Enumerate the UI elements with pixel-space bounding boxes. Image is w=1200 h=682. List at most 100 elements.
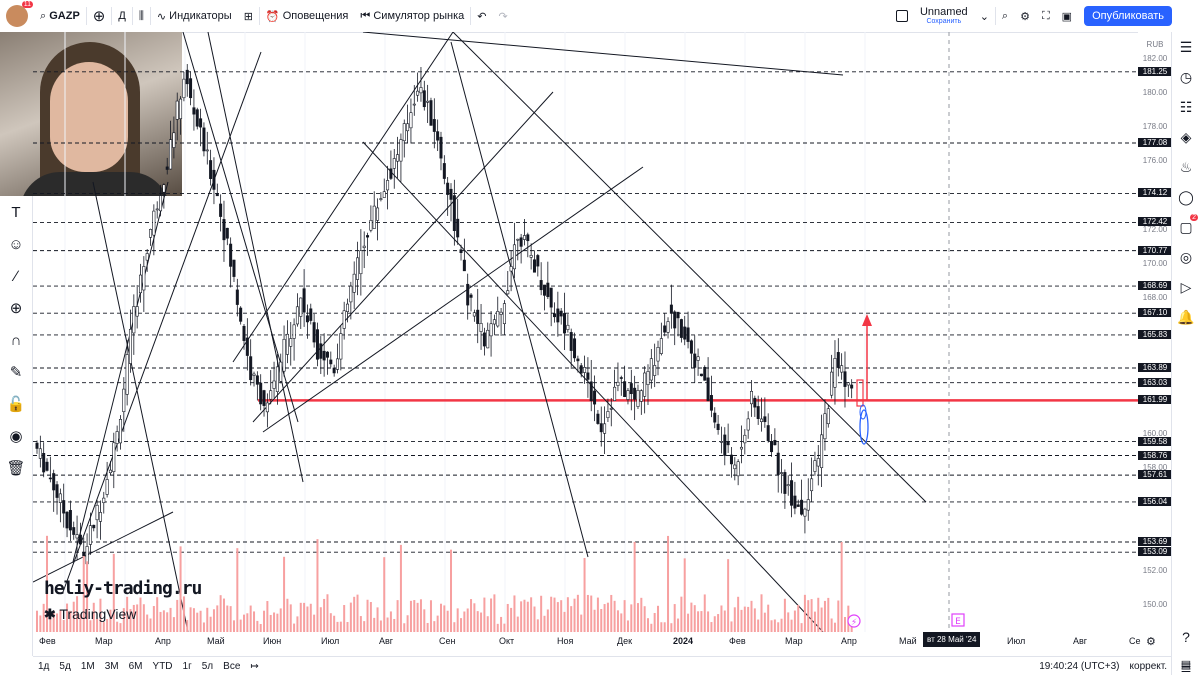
candle-body [269, 390, 273, 400]
layouts-button[interactable]: ⊞ [238, 0, 259, 32]
alerts-panel-button[interactable]: ◷ [1172, 62, 1200, 92]
ruler-tool[interactable]: ∕ [0, 260, 32, 292]
candle-body [506, 290, 510, 295]
symbol-search[interactable]: ⌕ GAZP [34, 0, 86, 32]
user-avatar[interactable]: 11 [6, 1, 33, 27]
indicators-label: Индикаторы [169, 10, 232, 22]
events-markers[interactable]: ⚡ E [847, 613, 965, 628]
streams-button[interactable]: ◎ [1172, 242, 1200, 272]
time-axis[interactable]: вт 28 Май '24 Фев Мар Апр Май Июн Июл Авг Сен Ок… [33, 632, 1141, 652]
volume-bar [633, 541, 636, 632]
layout-name-button[interactable]: Unnamed Сохранить [914, 0, 974, 32]
layout-menu-button[interactable]: ⌄ [974, 0, 995, 32]
zoom-tool[interactable]: ⊕ [0, 292, 32, 324]
candle-body [589, 381, 593, 402]
publish-button[interactable]: Опубликовать [1084, 6, 1172, 26]
volume-bar [299, 602, 302, 632]
candle-body [676, 311, 680, 319]
candle-body [726, 441, 730, 446]
indicators-button[interactable]: ∿ Индикаторы [151, 0, 238, 32]
search-icon: ⌕ [40, 9, 47, 22]
range-ytd[interactable]: YTD [152, 661, 173, 672]
notifications-button[interactable]: 🔔 [1172, 302, 1200, 332]
camera-icon: ▣ [1061, 10, 1073, 23]
compare-button[interactable]: ⊕ [87, 0, 112, 32]
volume-bar [189, 607, 192, 632]
range-6m[interactable]: 6М [128, 661, 143, 672]
volume-bar [586, 594, 589, 632]
layers-icon: ◈ [1180, 128, 1192, 145]
volume-bar [820, 607, 823, 632]
candle-body [633, 387, 637, 400]
stay-in-drawing-tool[interactable]: ✎ [0, 356, 32, 388]
chat-button[interactable]: ▢ 2 [1172, 212, 1200, 242]
emoji-tool[interactable]: ☺ [0, 228, 32, 260]
price-tick-label: 158.00 [1142, 463, 1168, 473]
volume-bar [790, 619, 793, 632]
alerts-button[interactable]: ⏰ Оповещения [260, 0, 354, 32]
price-level-label: 153.69 [1138, 536, 1172, 546]
volume-bar [289, 604, 292, 632]
candle-body [776, 452, 780, 475]
object-tree-button[interactable]: ◈ [1172, 122, 1200, 152]
price-level-label: 170.77 [1138, 245, 1172, 255]
price-tick-label: 180.00 [1142, 88, 1168, 98]
goto-date-button[interactable]: ↦ [245, 661, 263, 672]
delete-drawings-tool[interactable]: 🗑 [0, 452, 32, 484]
data-window-button[interactable]: ☷ [1172, 92, 1200, 122]
watchlist-button[interactable]: ☰ [1172, 32, 1200, 62]
candle-body [609, 408, 613, 410]
corner-button[interactable]: ▤ [1176, 655, 1196, 674]
candle-body [356, 257, 360, 280]
fullscreen-button[interactable]: ⛶ [1036, 0, 1056, 32]
volume-bar [393, 618, 396, 632]
timezone-clock[interactable]: 19:40:24 (UTC+3) [1039, 661, 1120, 672]
tradingview-logo: ✱ TradingView [44, 606, 136, 623]
volume-bar [229, 606, 232, 632]
price-chart[interactable]: ⚡ E [33, 32, 1138, 632]
volume-bar [483, 597, 486, 632]
quick-search-button[interactable]: ⌕ [996, 0, 1014, 32]
time-axis-settings[interactable]: ⚙ [1146, 635, 1156, 648]
time-tick-label: Авг [1073, 636, 1088, 646]
text-tool[interactable]: T [0, 196, 32, 228]
range-all[interactable]: Все [223, 661, 241, 672]
candle-body [536, 255, 540, 267]
replay-button[interactable]: ⏮ Симулятор рынка [354, 0, 470, 32]
range-1m[interactable]: 1М [80, 661, 95, 672]
hotlist-button[interactable]: ♨ [1172, 152, 1200, 182]
settings-button[interactable]: ⚙ [1014, 0, 1036, 32]
ideas-button[interactable]: ◯ [1172, 182, 1200, 212]
range-1y[interactable]: 1г [182, 661, 192, 672]
volume-bar [319, 607, 322, 632]
price-level-label: 157.61 [1138, 470, 1172, 480]
site-watermark: heliy-trading.ru [44, 578, 202, 599]
chart-type-button[interactable]: ⫼ [133, 0, 150, 32]
range-5d[interactable]: 5д [59, 661, 71, 672]
layout-checkbox[interactable] [890, 0, 914, 32]
snapshot-button[interactable]: ▣ [1056, 0, 1078, 32]
candle-body [626, 390, 630, 400]
adjust-button[interactable]: коррект. [1129, 661, 1167, 672]
range-3m[interactable]: 3М [104, 661, 119, 672]
calculator-button[interactable]: ≣ [1172, 652, 1200, 682]
price-scale[interactable]: RUB 181.25 177.08 174.12 172.42 170.77 168.69… [1138, 32, 1172, 632]
undo-button[interactable]: ↶ [471, 0, 492, 32]
range-1d[interactable]: 1д [38, 661, 50, 672]
range-5y[interactable]: 5л [201, 661, 214, 672]
candle-body [532, 259, 536, 273]
help-button[interactable]: ? [1172, 622, 1200, 652]
candle-body [58, 493, 62, 503]
candle-body [833, 358, 837, 388]
calendar-button[interactable]: ▷ [1172, 272, 1200, 302]
interval-button[interactable]: Д [118, 10, 126, 22]
candle-body [613, 386, 617, 401]
magnet-tool[interactable]: ∩ [0, 324, 32, 356]
volume-bar [253, 611, 256, 632]
volume-bar [159, 611, 162, 632]
hide-drawings-tool[interactable]: ◉ [0, 420, 32, 452]
lock-drawings-tool[interactable]: 🔓 [0, 388, 32, 420]
indicators-icon: ∿ [156, 10, 167, 23]
candle-body [142, 266, 146, 291]
redo-button[interactable]: ↷ [492, 0, 513, 32]
